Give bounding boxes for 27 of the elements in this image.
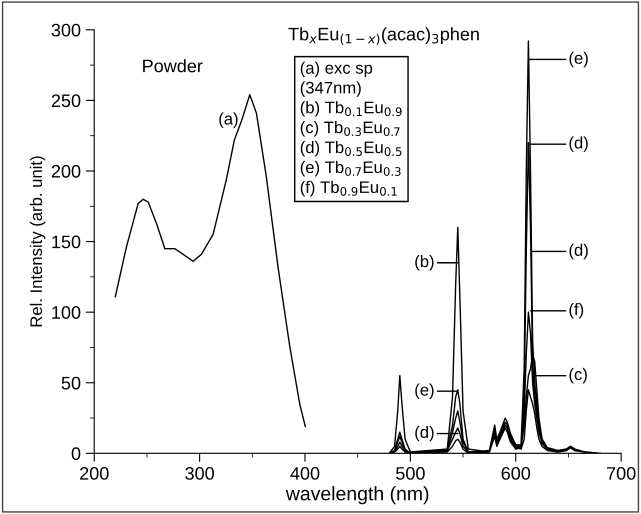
y-tick-label: 250 <box>52 94 80 108</box>
x-tick-label: 200 <box>80 467 109 480</box>
y-tick-label: 0 <box>72 447 80 460</box>
annotation: (b) <box>415 254 434 271</box>
annotation: (f) <box>569 302 584 319</box>
x-tick-label: 400 <box>290 467 320 480</box>
y-axis-title: Rel. Intensity (arb. unit) <box>30 156 46 326</box>
y-tick-label: 200 <box>52 164 80 178</box>
annotation: (d) <box>415 426 434 442</box>
x-tick-label: 700 <box>606 467 636 480</box>
annotation: Powder <box>143 59 203 72</box>
y-tick-label: 50 <box>62 376 80 390</box>
x-tick-label: 300 <box>185 467 214 480</box>
annotation: (c) <box>569 368 587 384</box>
annotation: (e) <box>415 383 434 399</box>
y-tick-label: 100 <box>52 306 80 319</box>
annotation: (e) <box>569 52 588 68</box>
x-tick-label: 500 <box>396 467 425 480</box>
y-tick-label: 150 <box>52 236 80 248</box>
chart-title: Tb$_{x}$Eu$_{(1−x)}$(acac)$_{3}$phen <box>288 27 479 45</box>
x-axis-title: wavelength (nm) <box>286 486 428 504</box>
annotation: (a) <box>219 112 238 128</box>
x-tick-label: 600 <box>502 467 530 480</box>
text: (a) exc sp (347nm) (b) Tb$_{0.1}$Eu$_{0.9}$ (c) Tb$_{0.3}$Eu$_{0.7}$ (d) Tb$_{0.5}$Eu$_{0.5}$ (e) Tb$_{0.7}$Eu$_{0.3}$ (f) Tb$_{0.9}$Eu$_{0.1}$ <box>300 62 402 196</box>
annotation: (d) <box>569 244 588 260</box>
annotation: (d) <box>569 136 588 152</box>
y-tick-label: 300 <box>52 24 80 37</box>
